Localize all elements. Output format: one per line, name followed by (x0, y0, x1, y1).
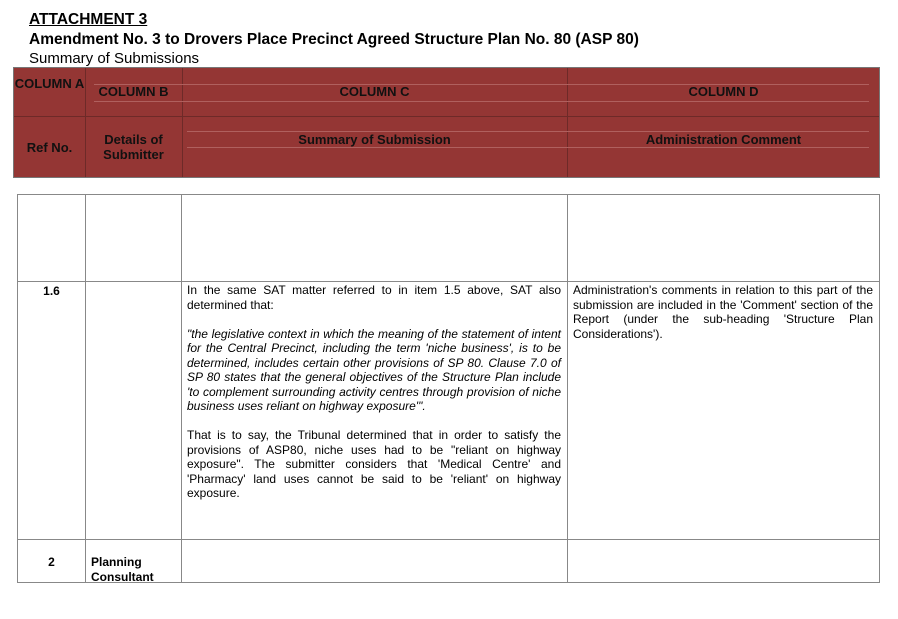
column-a-heading: COLUMN A (14, 76, 85, 91)
column-b-heading: COLUMN B (98, 84, 169, 99)
table-header: COLUMN A COLUMN B COLUMN C COLUMN D Ref … (13, 67, 880, 178)
column-c-heading: COLUMN C (339, 84, 410, 99)
column-d-heading: COLUMN D (688, 84, 759, 99)
summary-paragraph: In the same SAT matter referred to in it… (187, 283, 561, 312)
submitter-details: Planning Consultant (91, 555, 154, 584)
attachment-label: ATTACHMENT 3 (29, 11, 148, 28)
summary-paragraph: That is to say, the Tribunal determined … (187, 428, 561, 500)
submitter-heading: Details of Submitter (103, 132, 164, 162)
ref-no-heading: Ref No. (26, 140, 73, 155)
document-subtitle: Summary of Submissions (29, 50, 200, 67)
ref-no: 1.6 (43, 284, 60, 298)
administration-comment: Administration's comments in relation to… (573, 283, 873, 341)
summary-heading: Summary of Submission (298, 132, 451, 147)
ref-no: 2 (48, 555, 55, 569)
submissions-table: 1.6 In the same SAT matter referred to i… (17, 194, 880, 584)
summary-quote: "the legislative context in which the me… (187, 326, 561, 414)
document-title: Amendment No. 3 to Drovers Place Precinc… (29, 31, 639, 48)
submission-summary: In the same SAT matter referred to in it… (187, 283, 561, 501)
comment-heading: Administration Comment (645, 132, 802, 147)
